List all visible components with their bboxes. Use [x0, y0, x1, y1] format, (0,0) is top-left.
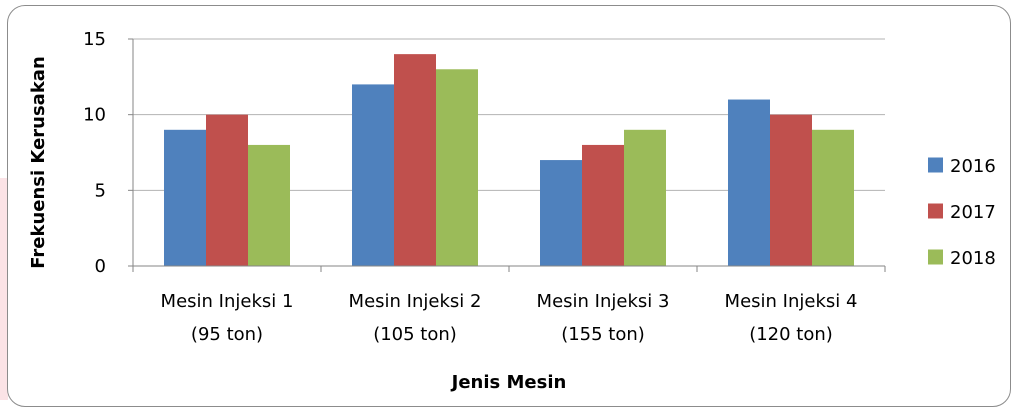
bar-2016-2 [352, 84, 394, 267]
x-tick-label: Mesin Injeksi 2 [349, 291, 482, 312]
bar-2018-3 [624, 129, 666, 266]
bar-2018-4 [812, 129, 854, 266]
y-tick-label: 15 [83, 29, 106, 50]
bar-2017-3 [582, 144, 624, 266]
bar-2018-1 [248, 144, 290, 266]
legend-label-2018: 2018 [950, 248, 996, 269]
y-tick-label: 0 [95, 256, 106, 277]
bar-2016-3 [540, 160, 582, 266]
x-tick-labels: Mesin Injeksi 1 (95 ton) Mesin Injeksi 2 (1… [161, 291, 858, 345]
legend-swatch-2016 [928, 157, 943, 173]
y-axis-title: Frekuensi Kerusakan [28, 56, 49, 269]
legend-label-2017: 2017 [950, 202, 996, 223]
x-tick-label: (155 ton) [561, 324, 645, 345]
y-tick-label: 5 [95, 180, 106, 201]
bar-2018-2 [436, 69, 478, 267]
legend-label-2016: 2016 [950, 156, 996, 177]
x-tick-label: (95 ton) [191, 324, 263, 345]
y-tick-label: 10 [83, 105, 106, 126]
legend-swatch-2017 [928, 203, 943, 219]
x-tick-label: Mesin Injeksi 4 [725, 291, 858, 312]
legend: 2016 2017 2018 [928, 156, 996, 269]
x-tick-label: Mesin Injeksi 1 [161, 291, 294, 312]
x-tick-label: Mesin Injeksi 3 [537, 291, 670, 312]
x-axis-title: Jenis Mesin [450, 372, 567, 393]
bar-2017-1 [206, 114, 248, 267]
x-tick-label: (105 ton) [373, 324, 457, 345]
bars [164, 54, 854, 267]
bar-2017-2 [394, 54, 436, 267]
axes [128, 38, 886, 272]
bar-2017-4 [770, 114, 812, 267]
x-tick-label: (120 ton) [749, 324, 833, 345]
page-edge-strip [0, 178, 8, 400]
bar-2016-4 [728, 99, 770, 267]
bar-2016-1 [164, 129, 206, 266]
y-tick-labels: 0 5 10 15 [83, 29, 106, 277]
legend-swatch-2018 [928, 249, 943, 265]
